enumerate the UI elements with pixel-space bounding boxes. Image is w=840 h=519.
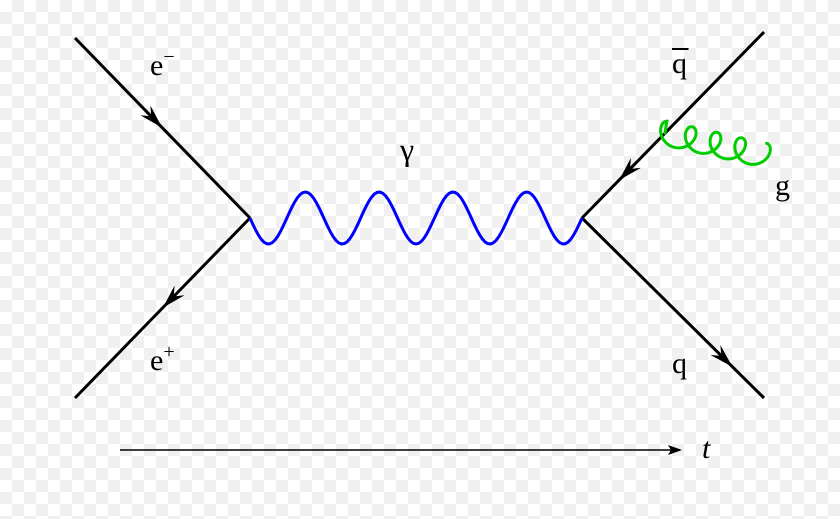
gluon-line — [661, 121, 771, 164]
labels: e− e+ γ q g q t — [150, 46, 790, 465]
label-qbar: q — [672, 47, 689, 80]
label-gamma: γ — [399, 131, 414, 167]
label-quark: q — [672, 347, 687, 380]
label-e-minus: e− — [150, 46, 175, 82]
label-e-plus: e+ — [150, 341, 175, 377]
photon-propagator — [250, 192, 582, 244]
svg-text:q: q — [672, 47, 687, 80]
feynman-diagram: e− e+ γ q g q t — [0, 0, 840, 519]
label-gluon: g — [775, 169, 790, 202]
label-time: t — [702, 432, 711, 465]
fermion-lines — [75, 32, 764, 398]
